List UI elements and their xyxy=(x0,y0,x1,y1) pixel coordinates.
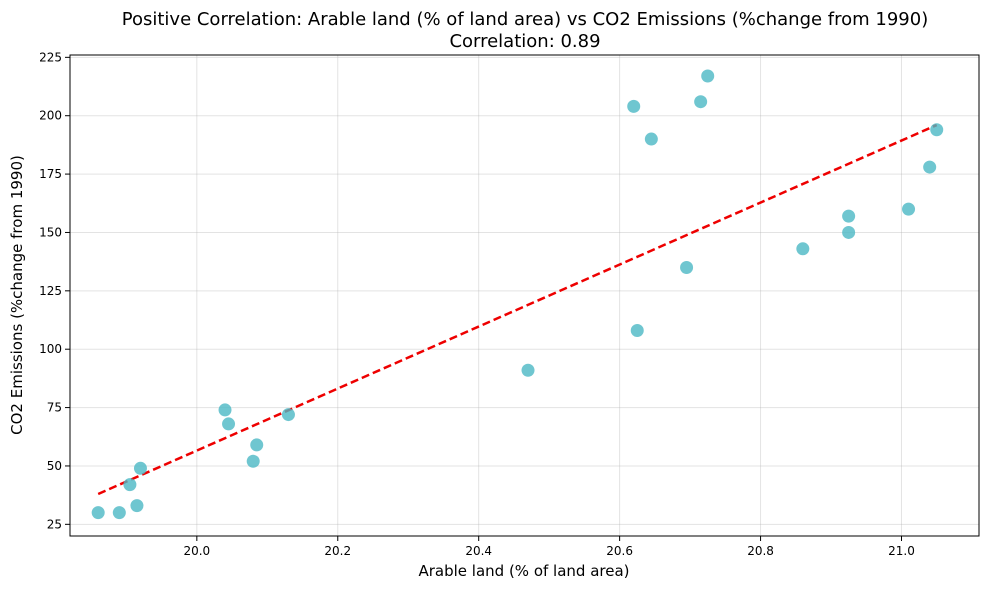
x-tick-label: 20.0 xyxy=(183,544,210,558)
x-tick-label: 20.6 xyxy=(606,544,633,558)
data-point xyxy=(630,324,644,338)
y-tick-label: 25 xyxy=(47,517,62,531)
data-point xyxy=(694,95,708,109)
data-point xyxy=(91,506,105,520)
data-points xyxy=(91,69,944,520)
x-tick-label: 20.8 xyxy=(747,544,774,558)
data-point xyxy=(680,260,694,274)
plot-frame xyxy=(69,54,980,537)
trendline xyxy=(97,123,938,496)
y-tick-label: 150 xyxy=(39,225,62,239)
data-point xyxy=(123,478,137,492)
data-point xyxy=(281,408,295,422)
data-point xyxy=(842,225,856,239)
x-tick-label: 20.2 xyxy=(324,544,351,558)
data-point xyxy=(112,506,126,520)
data-point xyxy=(521,363,535,377)
chart-title: Positive Correlation: Arable land (% of … xyxy=(122,9,928,30)
x-axis-label: Arable land (% of land area) xyxy=(418,562,629,580)
x-axis-ticks: 20.0 20.2 20.4 20.6 20.8 21.0 xyxy=(183,536,915,558)
trendline-group xyxy=(97,123,938,496)
data-point xyxy=(246,454,260,468)
y-tick-label: 125 xyxy=(39,284,62,298)
y-tick-label: 75 xyxy=(47,401,62,415)
y-axis-ticks: 25 50 75 100 125 150 175 200 225 xyxy=(39,50,70,531)
data-point xyxy=(133,461,147,475)
y-tick-label: 225 xyxy=(39,50,62,64)
y-axis-label: CO2 Emissions (%change from 1990) xyxy=(8,155,26,435)
data-point xyxy=(902,202,916,216)
data-point xyxy=(130,499,144,513)
data-point xyxy=(923,160,937,174)
data-point xyxy=(930,123,944,137)
data-point xyxy=(627,99,641,113)
x-tick-label: 21.0 xyxy=(888,544,915,558)
y-tick-label: 200 xyxy=(39,109,62,123)
y-tick-label: 100 xyxy=(39,342,62,356)
y-tick-label: 175 xyxy=(39,167,62,181)
y-tick-label: 50 xyxy=(47,459,62,473)
data-point xyxy=(644,132,658,146)
data-point xyxy=(250,438,264,452)
x-tick-label: 20.4 xyxy=(465,544,492,558)
data-point xyxy=(842,209,856,223)
data-point xyxy=(218,403,232,417)
data-point xyxy=(701,69,715,83)
data-point xyxy=(222,417,236,431)
grid xyxy=(70,55,979,536)
chart-subtitle: Correlation: 0.89 xyxy=(449,31,600,52)
data-point xyxy=(796,242,810,256)
